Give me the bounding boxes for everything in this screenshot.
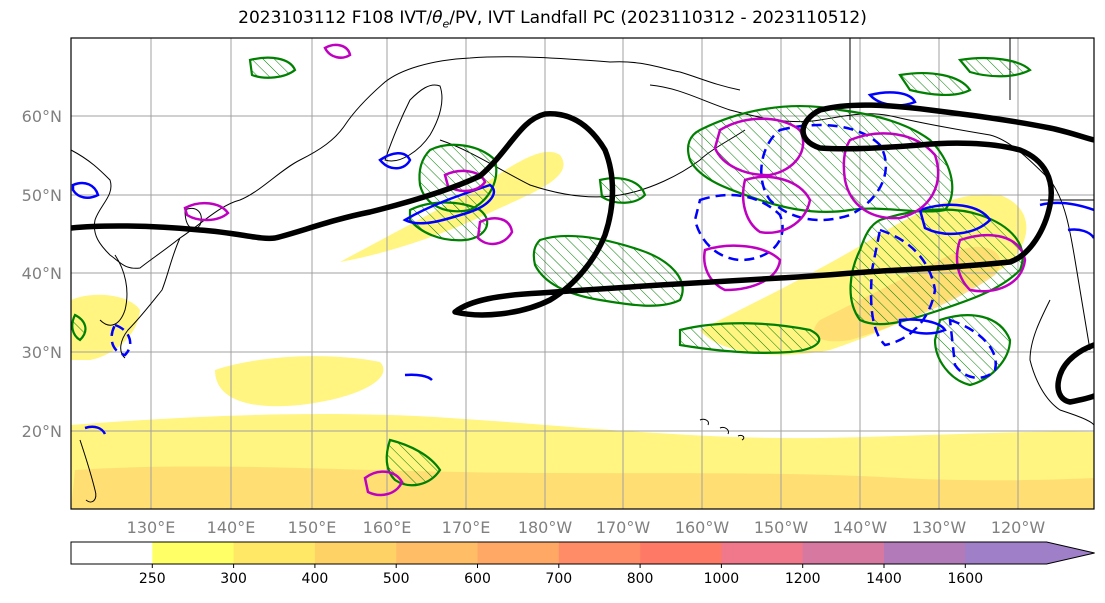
blue-solid-alaska [867, 91, 917, 107]
colorbar-label: 400 [302, 571, 329, 587]
green-south-east [678, 322, 821, 354]
blue-solid-philippines [84, 425, 107, 435]
blue-solid-east [1067, 228, 1094, 239]
green-tropical [385, 438, 442, 487]
magenta-west [183, 201, 230, 222]
latitude-label: 50°N [22, 186, 62, 205]
pv-contour-main [71, 102, 1094, 318]
colorbar-swatch [477, 542, 560, 564]
longitude-label: 120°W [991, 518, 1046, 537]
longitude-label: 150°W [754, 518, 809, 537]
longitude-label: 150°E [288, 518, 337, 537]
pv-contour-coast [1055, 342, 1094, 405]
colorbar-label: 1000 [704, 571, 740, 587]
map-border [70, 37, 1095, 510]
colorbar-swatch [152, 542, 235, 564]
blue-solid-plume [402, 183, 496, 225]
longitude-label: 160°W [675, 518, 730, 537]
blue-solid-tropical [404, 373, 433, 381]
longitude-labels: 130°E 140°E 150°E 160°E 170°E 180°W 170°W 160°W… [127, 518, 1046, 537]
blue-solid-ne [918, 203, 992, 235]
colorbar-swatch [802, 542, 885, 564]
blue-dashed-coast [869, 228, 937, 347]
ivt-japan-west [71, 294, 140, 360]
blue-solid-kamchatka [378, 152, 412, 170]
latitude-label: 40°N [22, 264, 62, 283]
green-japan [71, 313, 87, 342]
kamchatka [384, 84, 443, 162]
colorbar-label: 300 [220, 571, 247, 587]
magenta-tropical [363, 470, 404, 497]
colorbar-swatch [71, 542, 153, 564]
colorbar-label: 1600 [947, 571, 983, 587]
philippines [79, 439, 97, 503]
colorbar-swatch [640, 542, 722, 564]
colorbar-swatch [721, 542, 804, 564]
latitude-label: 30°N [22, 343, 62, 362]
blue-solid-west [71, 181, 100, 199]
colorbar-label: 1400 [866, 571, 902, 587]
latitude-labels: 60°N 50°N 40°N 30°N 20°N [22, 107, 62, 441]
colorbar-outline [70, 541, 1095, 565]
magenta-alaska-1 [713, 117, 805, 177]
colorbar-label: 800 [627, 571, 654, 587]
asia-coastline [71, 56, 741, 269]
map-area [71, 38, 1094, 509]
longitude-label: 130°E [127, 518, 176, 537]
colorbar: 250 300 400 500 600 700 800 1000 1200 1400 1600 [70, 541, 1095, 587]
magenta-kamchatka [443, 169, 487, 193]
magenta-alaska-2 [842, 132, 940, 220]
map-title: 2023103112 F108 IVT/θe/PV, IVT Landfall … [238, 8, 867, 31]
longitude-label: 170°W [596, 518, 651, 537]
colorbar-label: 250 [139, 571, 166, 587]
ivt-band-subtropical [215, 356, 384, 407]
magenta-plume [476, 217, 514, 246]
green-ne [957, 56, 1032, 78]
na-coast-south [1029, 299, 1094, 426]
colorbar-swatch [233, 542, 316, 564]
longitude-label: 180°W [518, 518, 573, 537]
latitude-label: 20°N [22, 422, 62, 441]
korea-coastline [99, 254, 128, 326]
japan-hokkaido [184, 207, 202, 230]
longitude-label: 130°W [912, 518, 967, 537]
colorbar-swatch [396, 542, 478, 564]
colorbar-swatch [884, 542, 966, 564]
longitude-label: 170°E [442, 518, 491, 537]
longitude-label: 140°W [833, 518, 888, 537]
blue-dashed-japan [110, 323, 132, 357]
longitude-label: 140°E [207, 518, 256, 537]
blue-solid-coast [1039, 201, 1094, 212]
colorbar-label: 1200 [785, 571, 821, 587]
longitude-label: 160°E [363, 518, 412, 537]
blue-solid-south [898, 318, 947, 335]
blue-dashed-south [948, 318, 998, 379]
green-arctic [898, 72, 972, 96]
pv-contour [71, 102, 1094, 405]
japan-honshu [120, 237, 181, 359]
blue-dashed-mid [693, 193, 784, 262]
green-alaska-top [248, 56, 297, 79]
alaska-coastline [649, 84, 1091, 351]
latitude-label: 60°N [22, 107, 62, 126]
magenta-top [323, 43, 352, 59]
magenta-alaska-3 [741, 175, 812, 235]
blue-dashed-alaska [760, 123, 888, 222]
colorbar-extend-arrow [1046, 542, 1095, 564]
colorbar-label: 700 [545, 571, 572, 587]
green-coast-south [933, 314, 1012, 387]
hawaii [699, 418, 745, 441]
colorbar-label: 600 [464, 571, 491, 587]
colorbar-label: 500 [383, 571, 410, 587]
ivt-band-tropical-inner [71, 466, 1094, 509]
colorbar-swatch [965, 542, 1048, 564]
colorbar-swatch [558, 542, 641, 564]
blue-contours [71, 91, 1094, 435]
colorbar-swatch [314, 542, 397, 564]
